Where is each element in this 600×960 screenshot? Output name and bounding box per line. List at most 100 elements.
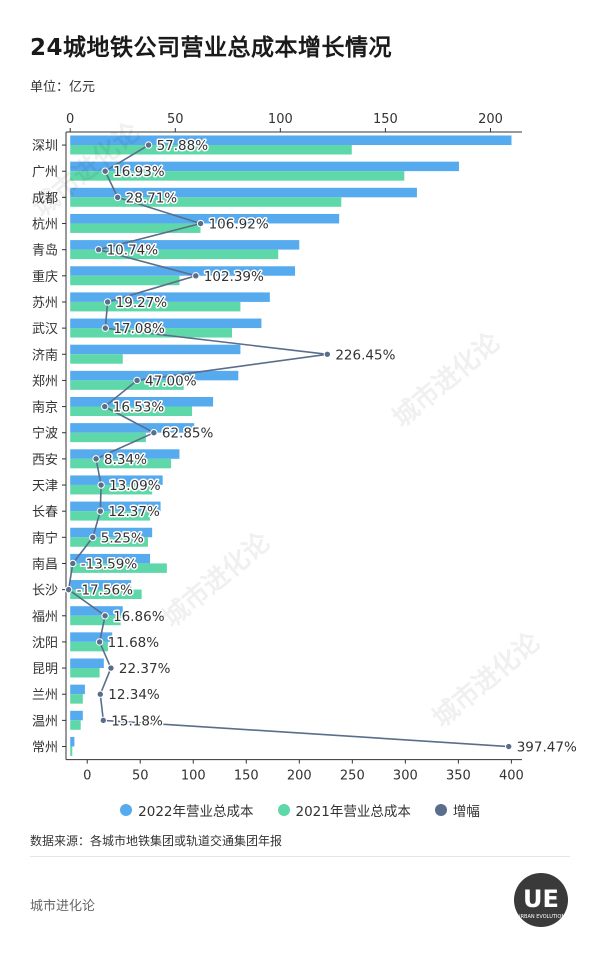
bar-2022 [70, 318, 262, 329]
growth-point [99, 716, 108, 725]
category-label: 济南 [32, 347, 58, 363]
category-label: 长沙 [32, 584, 58, 599]
growth-label: 47.00% [145, 373, 197, 389]
growth-point [144, 141, 153, 149]
growth-point [69, 559, 77, 568]
growth-point [103, 298, 112, 306]
bar-2021 [70, 380, 184, 390]
growth-point [89, 533, 97, 542]
category-label: 长春 [32, 505, 58, 520]
growth-point [101, 612, 109, 620]
logo-text: UE [523, 885, 559, 913]
legend-item-growth[interactable]: 增幅 [434, 800, 480, 820]
bar-2021 [70, 301, 241, 312]
bottom-axis-tick-label: 250 [340, 769, 365, 784]
growth-label: -17.56% [77, 583, 134, 599]
category-label: 西安 [32, 453, 58, 468]
growth-point [323, 350, 332, 358]
category-label: 重庆 [32, 269, 58, 285]
bar-2022 [70, 292, 270, 302]
category-label: 武汉 [32, 322, 58, 337]
top-axis-tick-label: 50 [167, 112, 184, 127]
bar-2021 [70, 197, 342, 207]
growth-point [133, 376, 141, 385]
brand-logo: UE URBAN EVOLUTION [514, 873, 568, 927]
growth-point [113, 193, 122, 202]
bar-2021 [70, 668, 100, 678]
bar-2022 [70, 736, 75, 747]
bar-2021 [70, 537, 148, 547]
growth-point [107, 664, 115, 672]
legend-label-2022: 2022年营业总成本 [138, 804, 254, 820]
category-label: 南京 [32, 400, 58, 416]
growth-label: 8.34% [104, 452, 147, 468]
growth-label: 12.34% [108, 687, 160, 703]
growth-label: 13.09% [109, 478, 161, 494]
top-axis-tick-label: 0 [66, 112, 74, 127]
legend-item-2021[interactable]: 2021年营业总成本 [277, 800, 411, 820]
top-axis-tick-label: 100 [268, 112, 293, 127]
growth-label: 10.74% [107, 243, 159, 259]
growth-label: 397.47% [517, 740, 577, 756]
legend-item-2022[interactable]: 2022年营业总成本 [120, 800, 254, 820]
growth-point [92, 455, 100, 463]
growth-point [192, 272, 200, 280]
growth-label: 16.86% [113, 609, 165, 625]
bottom-axis-tick-label: 50 [132, 769, 149, 784]
growth-label: 62.85% [162, 426, 214, 442]
growth-point [95, 638, 104, 646]
growth-point [101, 402, 109, 411]
category-label: 苏州 [32, 295, 58, 311]
bottom-axis-tick-label: 300 [393, 769, 418, 784]
bar-2022 [70, 710, 83, 721]
bar-2021 [70, 249, 279, 260]
bar-2022 [70, 161, 459, 172]
divider [30, 856, 570, 857]
growth-label: 19.27% [116, 295, 168, 311]
top-axis-tick-label: 200 [478, 112, 503, 127]
bar-2022 [70, 527, 153, 538]
bar-2022 [70, 449, 180, 459]
bar-2021 [70, 615, 121, 626]
bar-2021 [70, 511, 151, 521]
growth-label: 15.18% [111, 713, 163, 729]
bar-2022 [70, 397, 214, 407]
category-label: 沈阳 [32, 636, 58, 651]
growth-point [505, 742, 513, 751]
bar-2022 [70, 423, 195, 433]
bottom-axis-tick-label: 200 [287, 769, 312, 784]
category-label: 天津 [32, 479, 58, 494]
bar-2022 [70, 187, 417, 198]
legend-swatch-2022 [120, 804, 133, 816]
bottom-axis-tick-label: 400 [499, 769, 524, 784]
bar-2022 [70, 501, 161, 512]
data-source: 数据来源：各城市地铁集团或轨道交通集团年报 [30, 834, 283, 848]
growth-point [94, 245, 103, 254]
category-label: 宁波 [32, 426, 58, 442]
growth-point [97, 481, 105, 489]
bar-2021 [70, 223, 201, 233]
bar-2022 [70, 240, 300, 250]
growth-point [96, 507, 105, 515]
bar-2021 [70, 589, 142, 600]
category-label: 南昌 [32, 556, 58, 572]
bar-2021 [70, 432, 146, 443]
bar-2022 [70, 658, 104, 668]
unit-label: 单位：亿元 [30, 80, 96, 95]
bar-2021 [70, 145, 352, 155]
bar-2022 [70, 344, 241, 355]
bar-2022 [70, 370, 239, 381]
legend-label-2021: 2021年营业总成本 [295, 804, 411, 820]
growth-label: 11.68% [108, 635, 160, 651]
bar-2022 [70, 213, 340, 224]
bar-2022 [70, 266, 296, 276]
bar-2021 [70, 354, 123, 364]
category-label: 福州 [32, 610, 58, 625]
bar-2022 [70, 553, 151, 564]
growth-label: 16.53% [113, 400, 165, 416]
category-label: 成都 [32, 191, 58, 206]
bottom-axis-tick-label: 350 [446, 769, 471, 784]
bottom-axis-tick-label: 0 [83, 769, 91, 784]
bar-2021 [70, 694, 83, 704]
growth-line [67, 144, 509, 748]
